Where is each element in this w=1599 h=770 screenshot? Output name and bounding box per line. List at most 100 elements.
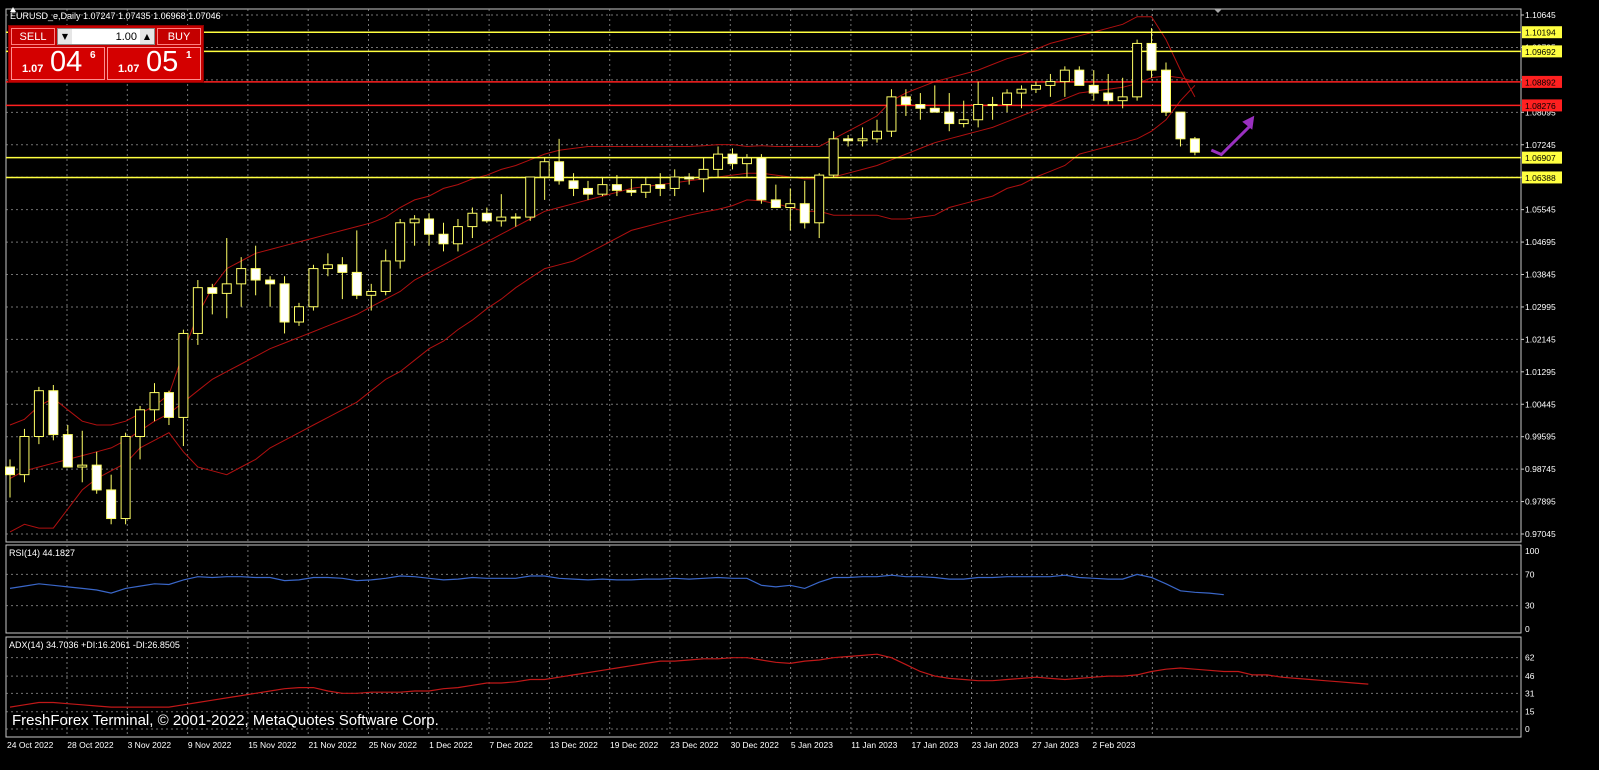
candle-body xyxy=(713,153,724,170)
sell-price-pips: 04 xyxy=(50,46,83,78)
x-axis-label: 24 Oct 2022 xyxy=(7,740,54,750)
y-tick-label: 1.05545 xyxy=(1525,205,1556,215)
candle-body xyxy=(1146,42,1157,71)
rsi-panel-frame xyxy=(5,544,1522,634)
candle-body xyxy=(1045,81,1056,86)
candle-body xyxy=(770,199,781,209)
lot-size-input[interactable]: ▼ 1.00 ▲ xyxy=(57,28,155,45)
lot-value[interactable]: 1.00 xyxy=(115,30,137,43)
candle-body xyxy=(236,268,247,285)
candle-body xyxy=(698,168,709,180)
candle-body xyxy=(106,489,117,520)
candle-body xyxy=(467,212,478,228)
sell-price-fraction: 6 xyxy=(90,50,96,61)
rsi-title: RSI(14) 44.1827 xyxy=(9,548,75,558)
bollinger-lower-line xyxy=(9,85,1196,533)
candle-body xyxy=(308,268,319,308)
buy-button[interactable]: BUY xyxy=(157,28,201,45)
rsi-line xyxy=(9,573,1224,596)
price-level-label: 1.09692 xyxy=(1525,47,1556,57)
x-axis-label: 27 Jan 2023 xyxy=(1032,740,1079,750)
buy-price-button[interactable]: 1.07 05 1 xyxy=(107,46,201,80)
price-level-label: 1.06388 xyxy=(1525,173,1556,183)
candle-body xyxy=(91,464,102,491)
price-level-tag xyxy=(1522,45,1562,58)
adx-tick-label: 0 xyxy=(1525,724,1530,734)
one-click-trading-panel: SELL ▼ 1.00 ▲ BUY 1.07 04 6 1.07 05 1 xyxy=(8,25,204,83)
collapse-icon[interactable] xyxy=(10,7,16,12)
candle-body xyxy=(727,153,738,165)
candle-body xyxy=(872,130,882,140)
candle-body xyxy=(655,184,666,189)
lot-dropdown-icon[interactable]: ▼ xyxy=(58,29,72,44)
candle-body xyxy=(539,161,550,178)
y-tick-label: 0.97895 xyxy=(1525,497,1556,507)
x-axis-label: 23 Jan 2023 xyxy=(972,740,1019,750)
candle-body xyxy=(496,216,507,222)
price-level-label: 1.08276 xyxy=(1525,101,1556,111)
y-tick-label: 1.03845 xyxy=(1525,270,1556,280)
candle-body xyxy=(221,283,232,294)
candle-body xyxy=(481,212,492,222)
candle-body xyxy=(5,466,15,476)
adx-tick-label: 15 xyxy=(1525,707,1535,717)
chart-shift-marker-icon[interactable] xyxy=(1214,9,1222,13)
candle-body xyxy=(1088,84,1099,94)
candle-body xyxy=(250,268,261,281)
candle-body xyxy=(279,283,290,323)
candle-body xyxy=(785,203,796,209)
candle-body xyxy=(438,233,449,245)
candle-body xyxy=(741,157,752,165)
price-level-tag xyxy=(1522,171,1562,184)
candle-body xyxy=(77,464,88,468)
x-axis-label: 13 Dec 2022 xyxy=(550,740,598,750)
candle-body xyxy=(351,271,362,296)
candle-body xyxy=(973,103,984,121)
candle-body xyxy=(163,392,174,418)
candle-body xyxy=(843,138,854,142)
price-level-label: 1.10194 xyxy=(1525,28,1556,38)
price-level-tag xyxy=(1522,75,1562,88)
candle-body xyxy=(525,176,536,218)
candle-body xyxy=(640,184,651,193)
adx-line xyxy=(9,653,1369,708)
forecast-arrow-head-icon xyxy=(1242,115,1255,130)
x-axis-label: 17 Jan 2023 xyxy=(912,740,959,750)
candle-body xyxy=(886,96,897,132)
y-tick-label: 1.00445 xyxy=(1525,399,1556,409)
candle-body xyxy=(120,435,131,520)
candle-body xyxy=(424,218,435,235)
candle-body xyxy=(409,218,420,224)
adx-tick-label: 62 xyxy=(1525,653,1535,663)
candle-body xyxy=(322,264,333,270)
candle-body xyxy=(929,107,940,113)
x-axis-label: 21 Nov 2022 xyxy=(309,740,357,750)
candle-body xyxy=(1016,88,1027,94)
candle-body xyxy=(554,161,565,182)
candle-body xyxy=(611,184,622,191)
candle-body xyxy=(62,434,73,468)
candle-body xyxy=(626,189,637,193)
candle-body xyxy=(178,332,189,418)
sell-button[interactable]: SELL xyxy=(11,28,55,45)
candle-body xyxy=(1059,69,1070,83)
candle-body xyxy=(1132,42,1143,98)
y-tick-label: 1.04695 xyxy=(1525,237,1556,247)
candle-body xyxy=(192,287,203,334)
lot-stepper-icon[interactable]: ▲ xyxy=(140,29,154,44)
price-level-tag xyxy=(1522,151,1562,164)
x-axis-label: 1 Dec 2022 xyxy=(429,740,473,750)
x-axis-label: 15 Nov 2022 xyxy=(248,740,296,750)
price-level-tag xyxy=(1522,26,1562,39)
candle-body xyxy=(1175,111,1186,140)
candle-body xyxy=(814,174,825,224)
candle-body xyxy=(669,176,680,189)
candle-body xyxy=(510,216,521,219)
adx-title: ADX(14) 34.7036 +DI:16.2061 -DI:26.8505 xyxy=(9,640,180,650)
candle-body xyxy=(915,103,926,109)
x-axis-label: 25 Nov 2022 xyxy=(369,740,417,750)
sell-price-button[interactable]: 1.07 04 6 xyxy=(11,46,105,80)
bollinger-upper-line xyxy=(9,16,1196,426)
